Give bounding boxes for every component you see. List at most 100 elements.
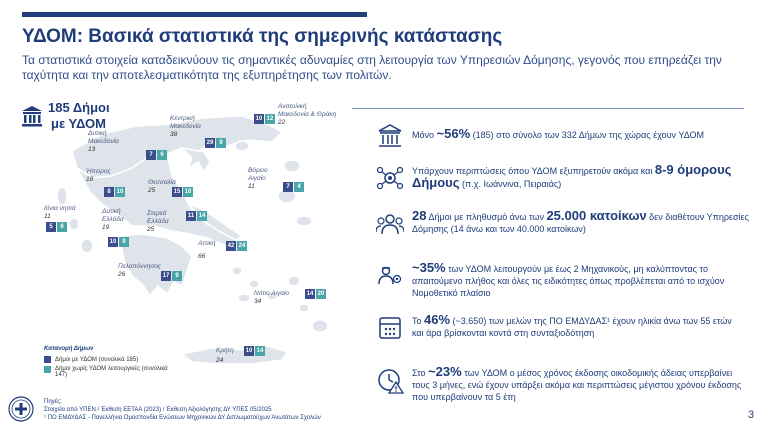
legend-swatch-with xyxy=(44,356,51,363)
stat-text: Το 46% (~3.650) των μελών της ΠΟ ΕΜΔΥΔΑΣ… xyxy=(412,312,742,339)
with-ydom-box: 29 xyxy=(205,138,215,148)
legend-label-without: Δήμοι χωρίς ΥΔΟΜ λειτουργικές (συνολικά … xyxy=(55,366,168,378)
region-boxes-peloponnisos: 17 9 xyxy=(161,271,182,281)
region-name: Ιόνια νησιά xyxy=(44,205,76,212)
headline-line-1: 185 Δήμοι xyxy=(48,100,110,115)
with-ydom-box: 17 xyxy=(161,271,171,281)
without-ydom-box: 14 xyxy=(255,346,265,356)
region-label-anatoliki-makedonia: Ανατολική Μακεδονία & Θράκη 22 xyxy=(278,103,338,127)
legend-without-line-1: Δήμοι χωρίς ΥΔΟΜ λειτουργικές (συνολικά xyxy=(55,366,168,372)
region-total: 19 xyxy=(102,224,110,231)
region-label-attiki: Αττική 66 xyxy=(198,240,216,261)
town-hall-icon xyxy=(22,106,42,127)
region-label-kriti: Κρήτη 24 xyxy=(216,347,234,365)
with-ydom-box: 7 xyxy=(283,182,293,192)
without-ydom-box: 4 xyxy=(294,182,304,192)
with-ydom-box: 10 xyxy=(244,346,254,356)
stat-permit-time: Στο ~23% των ΥΔΟΜ ο μέσος χρόνος έκδοσης… xyxy=(376,364,756,403)
without-ydom-box: 9 xyxy=(172,271,182,281)
without-ydom-box: 6 xyxy=(57,222,67,232)
region-boxes-thessalia: 15 10 xyxy=(172,187,193,197)
region-total: 25 xyxy=(148,187,156,194)
region-boxes-ipeiros: 8 10 xyxy=(104,187,125,197)
stat-highlight: ~35% xyxy=(412,260,446,275)
region-boxes-dytiki-ellada: 10 9 xyxy=(108,237,129,247)
stat-post: των ΥΔΟΜ ο μέσος χρόνος έκδοσης οικοδομι… xyxy=(412,368,742,402)
stat-highlight: ~23% xyxy=(428,364,462,379)
region-name: Θεσσαλία xyxy=(148,179,176,186)
footer-sources: Πηγές: Στοιχεία από ΥΠΕΝ / Έκθεση ΕΕΤΑΑ … xyxy=(44,398,321,422)
stat-large-municipalities: 28 Δήμοι με πληθυσμό άνω των 25.000 κατο… xyxy=(376,208,756,238)
stat-highlight: 46% xyxy=(424,312,451,327)
region-label-voreio-aigaio: Βόρειο Αιγαίο 11 xyxy=(248,167,278,191)
region-boxes-attiki: 42 24 xyxy=(226,241,247,251)
region-total: 66 xyxy=(198,253,206,260)
without-ydom-box: 12 xyxy=(265,114,275,124)
region-boxes-dytiki-makedonia: 7 6 xyxy=(146,150,167,160)
map-legend: Κατανομή Δήμων Δήμοι με ΥΔΟΜ (συνολικά 1… xyxy=(44,346,168,381)
region-boxes-kentriki-makedonia: 29 9 xyxy=(205,138,226,148)
region-name: Νότιο Αιγαίο xyxy=(254,290,290,297)
without-ydom-box: 10 xyxy=(183,187,193,197)
legend-label-with: Δήμοι με ΥΔΟΜ (συνολικά 185) xyxy=(55,356,139,363)
region-label-ionia-nisia: Ιόνια νησιά 11 xyxy=(44,205,76,221)
region-name: Στερεά Ελλάδα xyxy=(147,210,169,225)
stat-text: ~35% των ΥΔΟΜ λειτουργούν με έως 2 Μηχαν… xyxy=(412,260,752,299)
region-label-ipeiros: Ήπειρος 18 xyxy=(86,168,111,184)
engineers-icon xyxy=(378,266,402,285)
footer-line-2: Στοιχεία από ΥΠΕΝ / Έκθεση ΕΕΤΑΑ (2023) … xyxy=(44,407,272,413)
region-name: Κεντρική Μακεδονία xyxy=(170,115,201,130)
town-hall-icon xyxy=(378,124,402,147)
with-ydom-box: 42 xyxy=(226,241,236,251)
stat-post: (π.χ. Ιωάννινα, Πειραιάς) xyxy=(459,179,562,189)
region-total: 13 xyxy=(88,146,96,153)
clock-warning-icon xyxy=(378,369,404,394)
without-ydom-box: 20 xyxy=(316,289,326,299)
region-label-notio-aigaio: Νότιο Αιγαίο 34 xyxy=(254,290,289,306)
footer-line-3: ¹ ΠΟ ΕΜΔΥΔΑΣ - Πανελλήνια Ομοσπονδία Ενώ… xyxy=(44,415,321,421)
region-name: Αττική xyxy=(198,240,216,247)
region-name: Δυτική Μακεδονία xyxy=(88,130,119,145)
stat-text: Υπάρχουν περιπτώσεις όπου ΥΔΟΜ εξυπηρετο… xyxy=(412,163,752,190)
with-ydom-box: 5 xyxy=(46,222,56,232)
stat-pre: Υπάρχουν περιπτώσεις όπου ΥΔΟΜ εξυπηρετο… xyxy=(412,166,655,176)
region-name: Ανατολική Μακεδονία & Θράκη xyxy=(278,103,337,118)
with-ydom-box: 11 xyxy=(186,211,196,221)
without-ydom-box: 14 xyxy=(197,211,207,221)
without-ydom-box: 10 xyxy=(115,187,125,197)
greek-emblem-icon xyxy=(8,396,34,422)
region-boxes-kriti: 10 14 xyxy=(244,346,265,356)
region-label-dytiki-ellada: Δυτική Ελλάδα 19 xyxy=(102,208,132,232)
legend-swatch-without xyxy=(44,366,51,373)
region-label-kentriki-makedonia: Κεντρική Μακεδονία 38 xyxy=(170,115,215,139)
region-total: 22 xyxy=(278,119,286,126)
stat-highlight: 28 xyxy=(412,208,427,223)
total-municipalities-headline: 185 Δήμοι με ΥΔΟΜ xyxy=(48,100,110,132)
with-ydom-box: 7 xyxy=(146,150,156,160)
stat-post: των ΥΔΟΜ λειτουργούν με έως 2 Μηχανικούς… xyxy=(412,264,725,298)
stat-highlight-2: 25.000 κατοίκων xyxy=(546,208,647,223)
headline-line-2: με ΥΔΟΜ xyxy=(51,116,106,131)
with-ydom-box: 15 xyxy=(172,187,182,197)
stat-post: (185) στο σύνολο των 332 Δήμων της χώρας… xyxy=(470,130,705,140)
region-label-peloponnisos: Πελοπόννησος 26 xyxy=(118,263,161,279)
without-ydom-box: 9 xyxy=(119,237,129,247)
stat-pre: Στο xyxy=(412,368,429,378)
region-label-thessalia: Θεσσαλία 25 xyxy=(148,179,176,195)
with-ydom-box: 14 xyxy=(305,289,315,299)
top-accent-bar xyxy=(22,12,367,17)
region-label-sterea-ellada: Στερεά Ελλάδα 25 xyxy=(147,210,177,234)
region-name: Πελοπόννησος xyxy=(118,263,161,270)
without-ydom-box: 6 xyxy=(157,150,167,160)
region-boxes-sterea-ellada: 11 14 xyxy=(186,211,207,221)
region-name: Βόρειο Αιγαίο xyxy=(248,167,268,182)
calendar-calculator-icon xyxy=(379,317,401,339)
region-boxes-anatoliki-makedonia: 10 12 xyxy=(254,114,275,124)
legend-title: Κατανομή Δήμων xyxy=(44,346,94,352)
stat-coverage: Μόνο ~56% (185) στο σύνολο των 332 Δήμων… xyxy=(376,122,756,150)
legend-row-without: Δήμοι χωρίς ΥΔΟΜ λειτουργικές (συνολικά … xyxy=(44,366,168,378)
footer-line-1: Πηγές: xyxy=(44,399,62,405)
page-subtitle: Τα στατιστικά στοιχεία καταδεικνύουν τις… xyxy=(22,53,722,82)
stat-age: Το 46% (~3.650) των μελών της ΠΟ ΕΜΔΥΔΑΣ… xyxy=(376,312,756,342)
section-divider xyxy=(352,108,744,109)
